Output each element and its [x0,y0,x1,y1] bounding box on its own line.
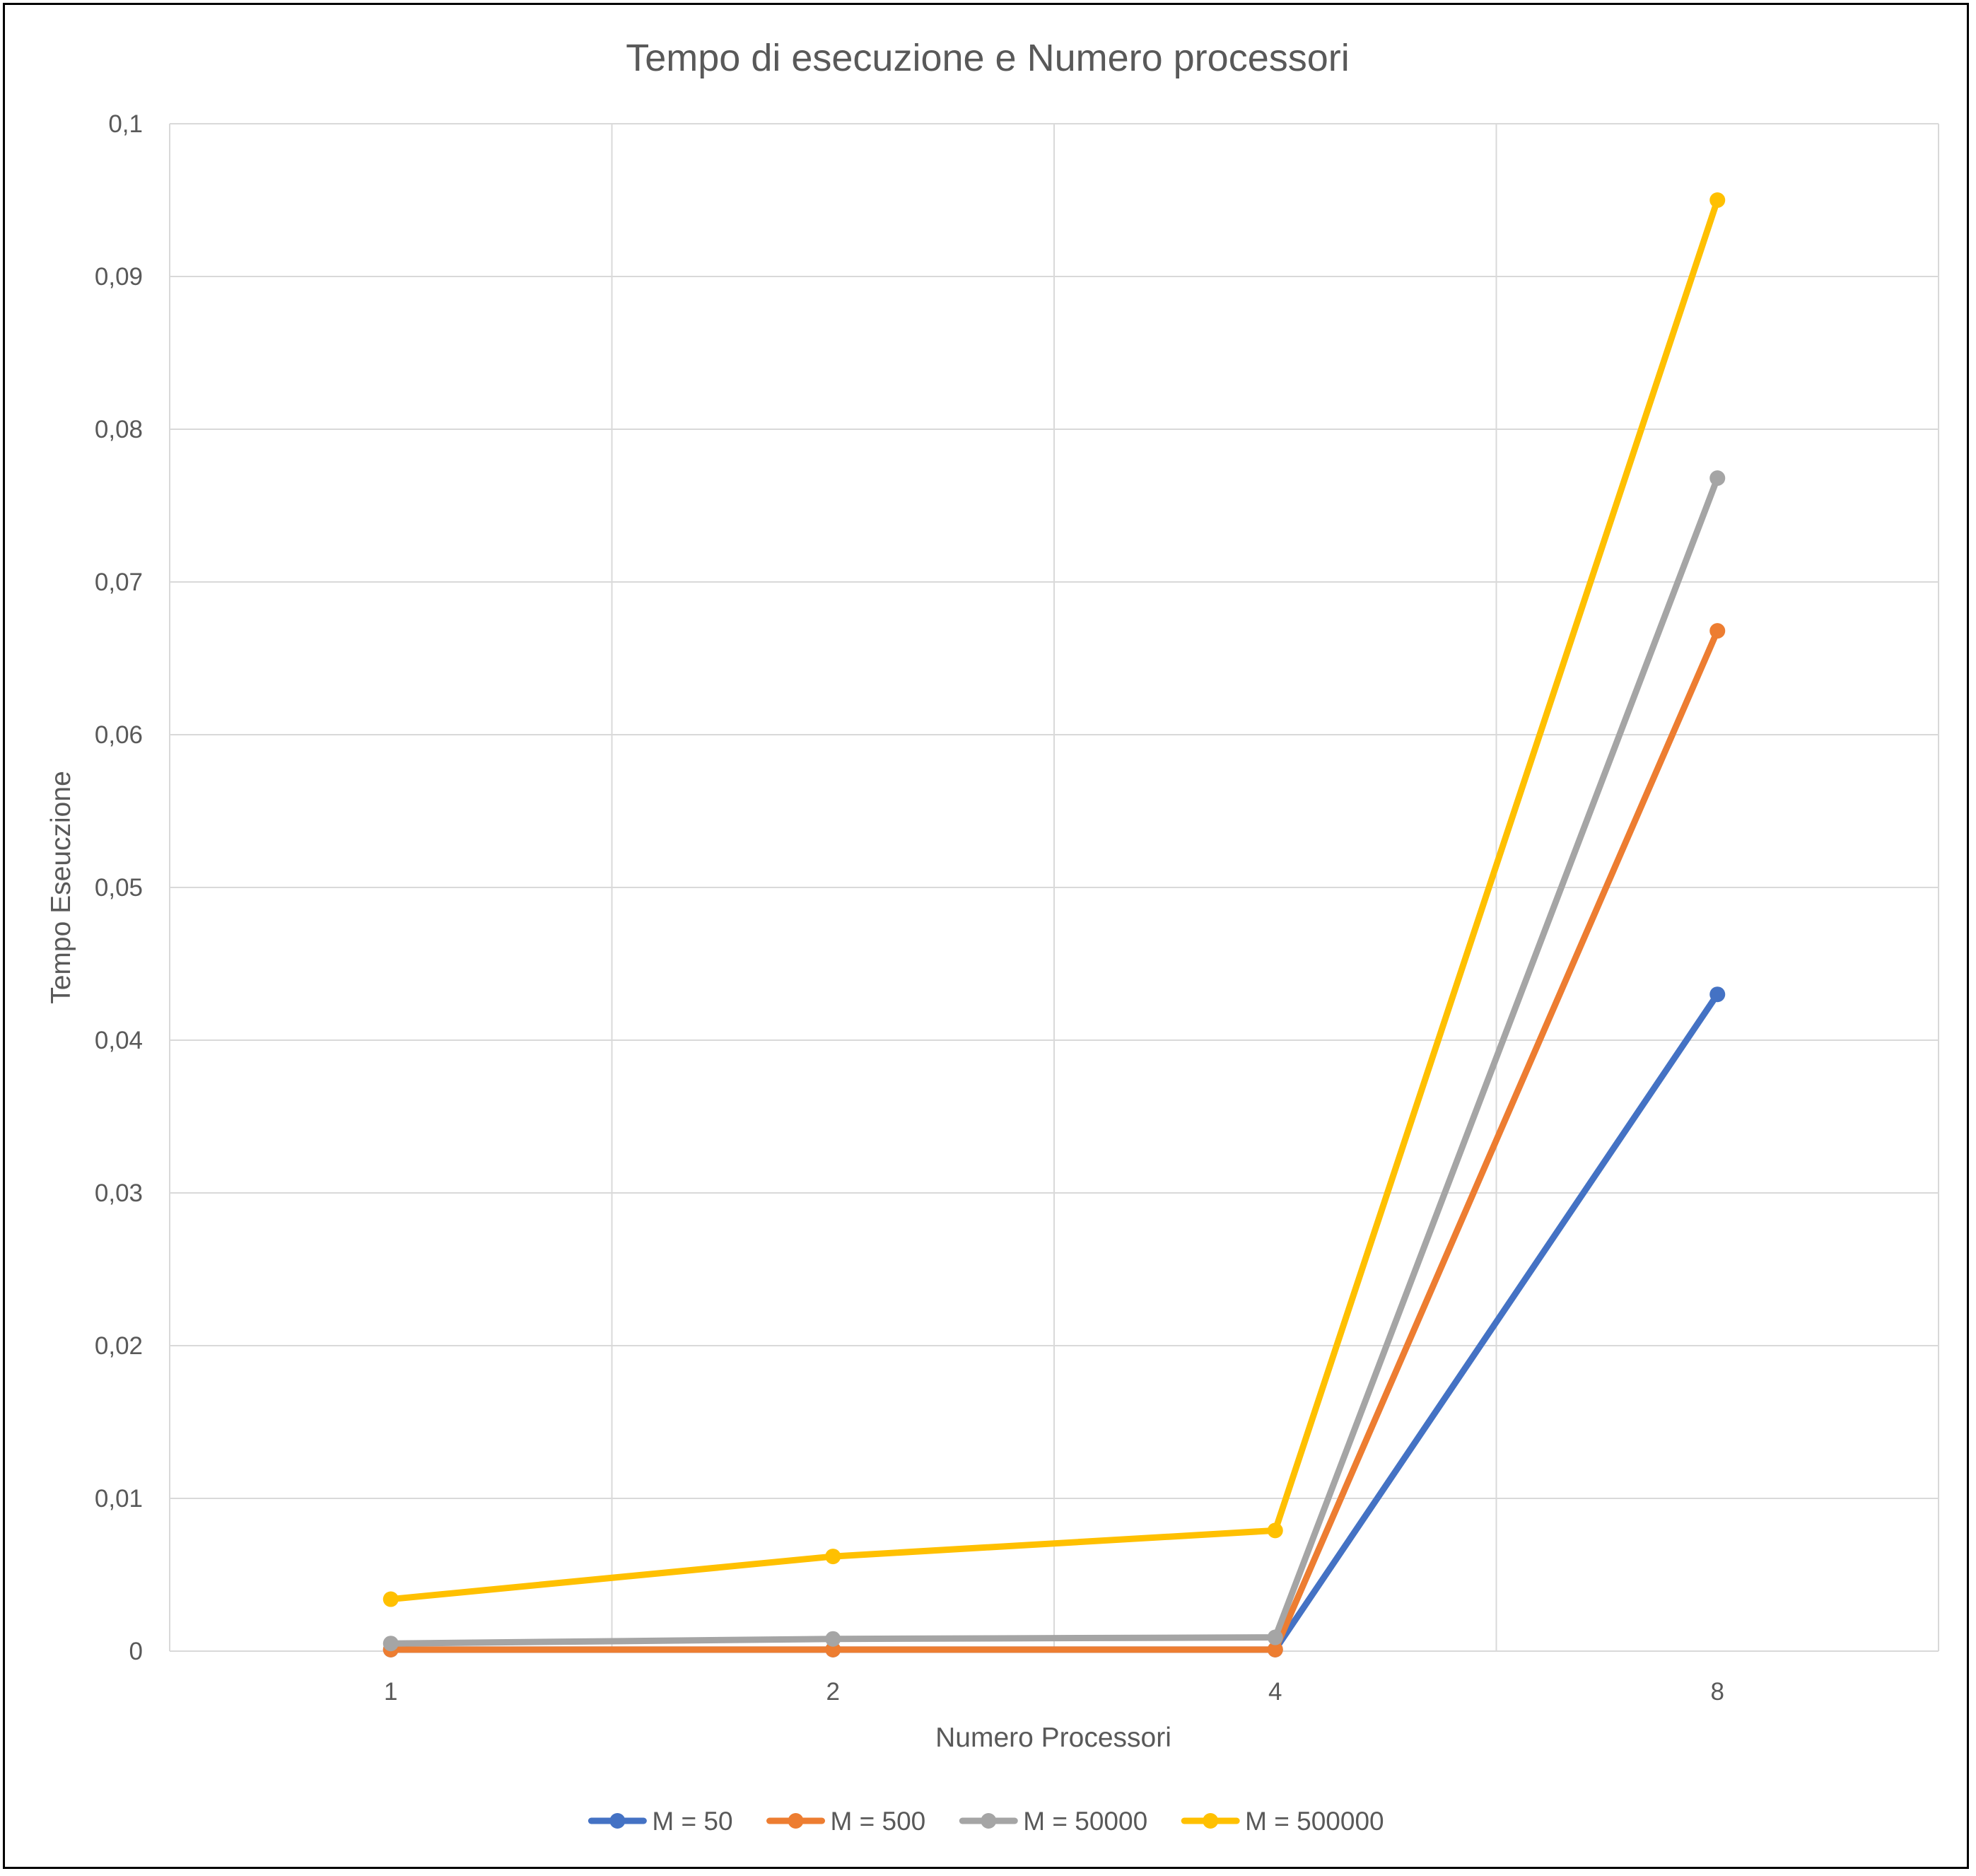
y-tick-label: 0,08 [95,416,143,443]
x-tick-label: 4 [1268,1678,1282,1706]
legend-item: M = 500 [766,1807,926,1836]
series-m-50000 [382,470,1726,1652]
y-axis-title: Tempo Eseuczione [46,771,76,1004]
y-tick-label: 0,04 [95,1027,143,1054]
series-line [387,627,1721,1653]
data-point [825,1641,841,1657]
x-axis-title: Numero Processori [935,1723,1171,1753]
x-tick-label: 1 [384,1678,397,1706]
y-tick-label: 0,05 [95,874,143,902]
data-point [1267,1522,1283,1539]
x-tick-label: 2 [826,1678,840,1706]
series-lines [382,192,1726,1657]
data-point [825,1631,841,1647]
data-point [382,1591,399,1607]
y-axis-ticks: 0 0,01 0,02 0,03 0,04 0,05 0,06 0,07 0,08 0,09 0,1 [95,110,143,1665]
legend-label: M = 50000 [1023,1807,1147,1836]
y-tick-label: 0,06 [95,721,143,749]
data-point [1267,1629,1283,1645]
legend-swatch-marker [788,1813,804,1829]
x-tick-label: 8 [1711,1678,1724,1706]
series-line [387,197,1721,1603]
y-tick-label: 0,1 [108,110,143,138]
series-m-500000 [382,192,1726,1607]
y-tick-label: 0,02 [95,1332,143,1360]
legend-label: M = 50 [652,1807,732,1836]
gridlines [169,123,1939,1652]
legend-item: M = 50000 [959,1807,1147,1836]
legend-label: M = 500000 [1245,1807,1384,1836]
data-point [1709,470,1726,487]
legend: M = 50 M = 500 M = 50000 M = 500000 [587,1807,1384,1836]
y-tick-label: 0 [129,1638,143,1665]
legend-label: M = 500 [831,1807,926,1836]
data-point [1709,623,1726,639]
legend-item: M = 50 [587,1807,733,1836]
chart-frame [3,3,1969,1869]
chart-title: Tempo di esecuzione e Numero processori [626,37,1350,79]
x-axis-ticks: 1 2 4 8 [384,1678,1724,1706]
y-tick-label: 0,07 [95,569,143,596]
data-point [1267,1641,1283,1657]
legend-swatch-marker [1203,1813,1219,1829]
legend-swatch-marker [609,1813,626,1829]
y-tick-label: 0,01 [95,1485,143,1513]
data-point [1709,192,1726,208]
y-tick-label: 0,09 [95,263,143,291]
y-tick-label: 0,03 [95,1179,143,1207]
data-point [1709,986,1726,1003]
data-point [382,1636,399,1652]
legend-swatch-marker [981,1813,997,1829]
data-point [825,1549,841,1565]
legend-item: M = 500000 [1181,1807,1384,1836]
series-line [387,474,1721,1647]
